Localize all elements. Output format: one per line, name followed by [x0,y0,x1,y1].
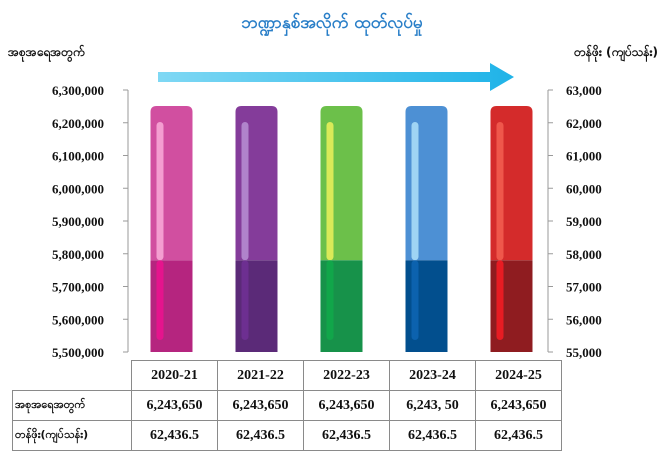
plot-axes [123,89,553,353]
bars-group [150,106,533,352]
right-tick-label: 63,000 [566,83,602,98]
bar-highlight-lower [411,260,419,340]
right-tick-label: 58,000 [566,247,602,262]
right-tick-label: 57,000 [566,280,602,295]
bar-chart: 6,300,000 6,200,000 6,100,000 6,000,000 5,90… [52,63,602,360]
left-tick-label: 5,900,000 [52,214,104,229]
bar-highlight [496,122,504,261]
table-category: 2023-24 [389,360,476,391]
bar-2021-22 [235,106,278,352]
right-tick-label: 60,000 [566,181,602,196]
table-cell: 62,436.5 [475,420,562,451]
right-tick-label: 56,000 [566,312,602,327]
bar-highlight-lower [156,260,164,340]
right-axis-label: တန်ဖိုး (ကျပ်သန်း) [574,45,658,59]
table-cell: 62,436.5 [389,420,476,451]
right-tick-label: 55,000 [566,345,602,360]
bar-highlight-lower [326,260,334,340]
table-row: တန်ဖိုး(ကျပ်သန်း) 62,436.5 62,436.5 62,4… [12,420,562,451]
table-row: အစုအရေအတွက် 6,243,650 6,243,650 6,243,65… [12,390,562,421]
right-tick-label: 59,000 [566,214,602,229]
left-tick-label: 5,500,000 [52,345,104,360]
bar-highlight [241,122,249,261]
table-category: 2022-23 [303,360,390,391]
left-tick-label: 5,600,000 [52,312,104,327]
table-cell: 62,436.5 [217,420,304,451]
bar-2024-25 [490,106,533,352]
left-tick-label: 5,800,000 [52,247,104,262]
right-tick-label: 61,000 [566,149,602,164]
left-tick-label: 6,000,000 [52,181,104,196]
data-table: 2020-21 2021-22 2022-23 2023-24 2024-25 … [12,360,562,451]
trend-arrow-shape [158,63,514,91]
table-cell: 6,243, 50 [389,390,476,421]
bar-highlight [156,122,164,261]
table-category: 2024-25 [475,360,562,391]
table-cell: 6,243,650 [217,390,304,421]
trend-arrow [158,63,514,91]
bar-2022-23 [320,106,363,352]
table-corner [13,361,132,391]
left-tick-label: 6,300,000 [52,83,104,98]
bar-highlight [411,122,419,261]
bar-highlight [326,122,334,261]
table-cell: 6,243,650 [131,390,218,421]
table-cell: 6,243,650 [475,390,562,421]
table-category: 2020-21 [131,360,218,391]
table-cell: 62,436.5 [303,420,390,451]
right-tick-labels: 63,000 62,000 61,000 60,000 59,000 58,000 57,0… [566,83,602,360]
bar-2023-24 [405,106,448,352]
bar-highlight-lower [241,260,249,340]
bar-2020-21 [150,106,193,352]
left-tick-label: 6,200,000 [52,116,104,131]
table-cell: 62,436.5 [131,420,218,451]
table-cell: 6,243,650 [303,390,390,421]
chart-title: ဘဏ္ဍာနှစ်အလိုက် ထုတ်လုပ်မှု [241,13,423,33]
bar-highlight-lower [496,260,504,340]
table-category: 2021-22 [217,360,304,391]
left-tick-label: 5,700,000 [52,280,104,295]
left-tick-label: 6,100,000 [52,149,104,164]
left-tick-labels: 6,300,000 6,200,000 6,100,000 6,000,000 5,90… [52,83,104,360]
row-label-count: အစုအရေအတွက် [12,390,132,421]
left-axis-label: အစုအရေအတွက် [8,45,85,59]
table-header-row: 2020-21 2021-22 2022-23 2023-24 2024-25 [13,360,562,391]
row-label-value: တန်ဖိုး(ကျပ်သန်း) [12,420,132,451]
right-tick-label: 62,000 [566,116,602,131]
